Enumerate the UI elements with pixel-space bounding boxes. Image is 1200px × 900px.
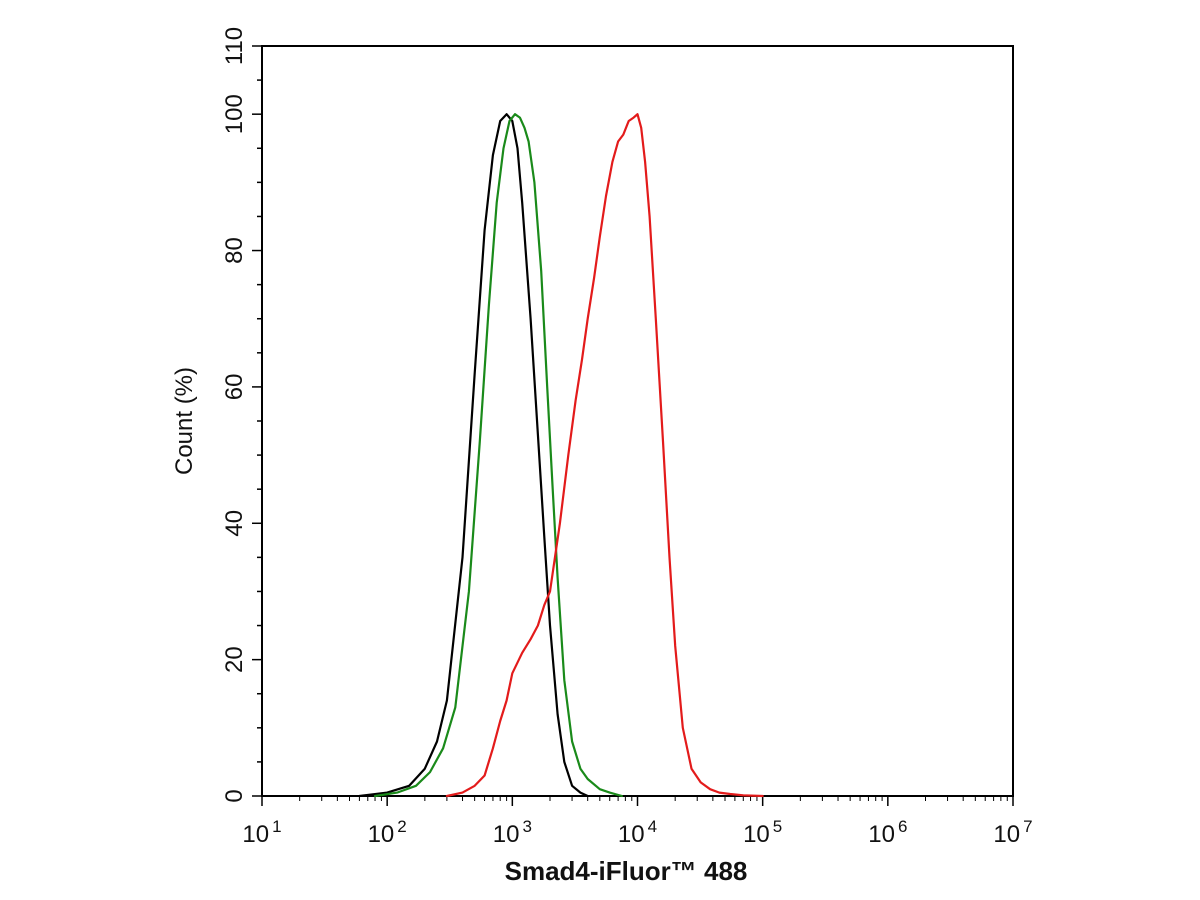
series-line-1 xyxy=(358,113,589,798)
y-tick-label: 20 xyxy=(221,646,248,673)
x-tick-label: 10 5 xyxy=(743,817,782,848)
x-tick-label: 10 4 xyxy=(618,817,657,848)
series-layer xyxy=(358,113,764,798)
y-tick-label: 80 xyxy=(221,237,248,264)
x-tick-label: 10 3 xyxy=(493,817,532,848)
y-tick-label: 110 xyxy=(221,27,248,65)
y-axis: 0 20 40 60 80 100 110 xyxy=(221,27,262,803)
x-tick-label: 10 1 xyxy=(242,817,281,848)
plot-frame xyxy=(261,45,1014,797)
y-tick-label: 40 xyxy=(221,510,248,537)
x-axis-label: Smad4-iFluor™ 488 xyxy=(505,856,748,886)
series-line-3 xyxy=(445,113,764,798)
y-axis-label: Count (%) xyxy=(171,367,198,475)
series-line-2 xyxy=(373,113,624,798)
x-tick-label: 10 2 xyxy=(368,817,407,848)
y-tick-label: 0 xyxy=(221,789,248,802)
x-tick-label: 10 7 xyxy=(993,817,1032,848)
y-tick-label: 60 xyxy=(221,374,248,401)
y-tick-label: 100 xyxy=(221,94,248,134)
x-tick-label: 10 6 xyxy=(868,817,907,848)
x-axis: 10 1 10 2 10 3 10 4 10 5 10 6 10 7 xyxy=(242,796,1033,848)
